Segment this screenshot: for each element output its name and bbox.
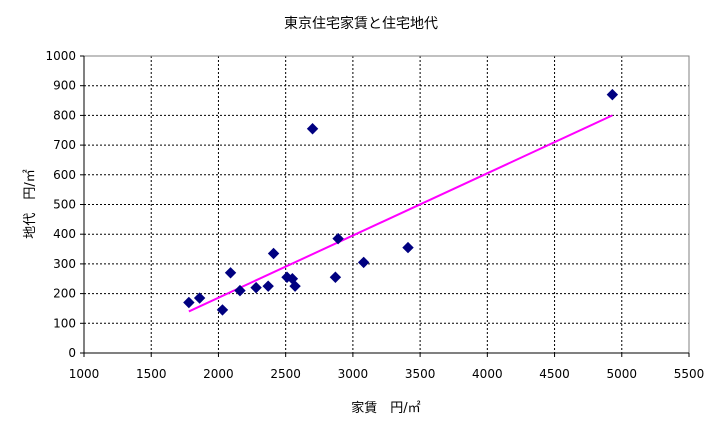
plot-area: 0 100 200 300 400 500 600 700 800 900 1000 1000 1500… <box>45 49 704 381</box>
x-tick-label-3: 2500 <box>270 367 301 381</box>
y-tick-label-6: 600 <box>53 168 76 182</box>
data-point-0-6 <box>262 280 274 292</box>
data-point-0-5 <box>250 281 262 294</box>
chart-title: 東京住宅家賃と住宅地代 <box>284 15 438 32</box>
data-point-0-12 <box>329 271 342 283</box>
y-tick-label-10: 1000 <box>45 49 76 63</box>
x-tick-label-5: 3500 <box>405 367 436 381</box>
y-tick-label-2: 200 <box>53 287 76 301</box>
plot-background <box>84 56 689 353</box>
data-point-0-1 <box>193 292 206 304</box>
trendline <box>188 114 613 313</box>
data-point-0-2 <box>216 304 229 316</box>
y-tick-label-1: 100 <box>53 316 76 330</box>
y-tick-label-8: 800 <box>53 108 76 122</box>
x-tick-label-1: 1500 <box>136 367 167 381</box>
data-point-0-4 <box>234 284 246 297</box>
data-point-0-3 <box>224 267 237 279</box>
x-tick-label-8: 5000 <box>607 367 638 381</box>
data-point-0-14 <box>357 256 370 269</box>
y-tick-label-7: 700 <box>53 138 76 152</box>
data-point-0-0 <box>183 296 195 309</box>
data-point-0-16 <box>606 88 619 101</box>
y-axis-label: 地代 円/㎡ <box>23 169 38 238</box>
y-tick-label-5: 500 <box>53 198 76 212</box>
data-point-0-7 <box>267 247 280 260</box>
data-point-0-15 <box>402 241 414 254</box>
x-tick-label-6: 4000 <box>472 367 503 381</box>
x-tick-label-9: 5500 <box>674 367 705 381</box>
x-tick-label-7: 4500 <box>539 367 570 381</box>
x-axis-label: 家賃 円/㎡ <box>351 400 420 416</box>
y-tick-label-3: 300 <box>53 257 76 271</box>
y-tick-label-9: 900 <box>53 79 76 93</box>
x-tick-label-0: 1000 <box>69 367 100 381</box>
data-point-0-13 <box>332 232 344 245</box>
data-point-0-11 <box>306 123 319 135</box>
y-tick-label-4: 400 <box>53 227 76 241</box>
data-point-0-10 <box>289 280 301 292</box>
x-tick-label-2: 2000 <box>203 367 234 381</box>
y-tick-label-0: 0 <box>68 346 76 360</box>
x-tick-label-4: 3000 <box>338 367 369 381</box>
